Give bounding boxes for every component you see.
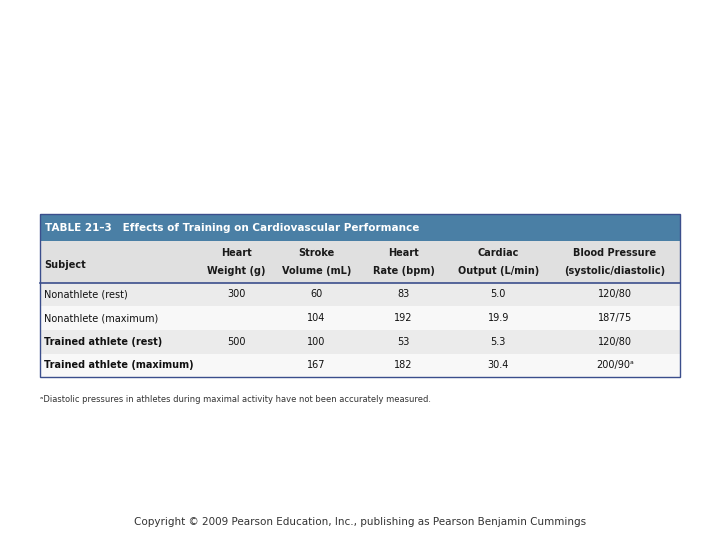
Text: 104: 104	[307, 313, 325, 323]
Text: Rate (bpm): Rate (bpm)	[373, 266, 435, 276]
Text: 182: 182	[395, 360, 413, 370]
Text: Blood Pressure: Blood Pressure	[573, 248, 657, 258]
Text: 83: 83	[397, 289, 410, 299]
FancyBboxPatch shape	[40, 330, 680, 354]
Text: 53: 53	[397, 336, 410, 347]
Text: Volume (mL): Volume (mL)	[282, 266, 351, 276]
Text: 167: 167	[307, 360, 325, 370]
FancyBboxPatch shape	[40, 214, 680, 241]
Text: 300: 300	[227, 289, 246, 299]
Text: 19.9: 19.9	[487, 313, 509, 323]
Text: 192: 192	[395, 313, 413, 323]
FancyBboxPatch shape	[40, 354, 680, 377]
Text: Cardiac: Cardiac	[477, 248, 519, 258]
FancyBboxPatch shape	[40, 306, 680, 330]
FancyBboxPatch shape	[40, 241, 680, 282]
Text: 5.0: 5.0	[490, 289, 506, 299]
Text: 500: 500	[227, 336, 246, 347]
Text: Nonathlete (maximum): Nonathlete (maximum)	[44, 313, 158, 323]
Text: Heart: Heart	[388, 248, 419, 258]
Text: 100: 100	[307, 336, 325, 347]
Text: Nonathlete (rest): Nonathlete (rest)	[44, 289, 127, 299]
Text: 187/75: 187/75	[598, 313, 632, 323]
Text: 200/90ᵃ: 200/90ᵃ	[596, 360, 634, 370]
Text: Stroke: Stroke	[298, 248, 334, 258]
Text: Trained athlete (maximum): Trained athlete (maximum)	[44, 360, 194, 370]
Text: Copyright © 2009 Pearson Education, Inc., publishing as Pearson Benjamin Cumming: Copyright © 2009 Pearson Education, Inc.…	[134, 517, 586, 527]
Text: TABLE 21–3   Effects of Training on Cardiovascular Performance: TABLE 21–3 Effects of Training on Cardio…	[45, 222, 420, 233]
Text: 5.3: 5.3	[490, 336, 506, 347]
Text: 120/80: 120/80	[598, 289, 632, 299]
Text: Heart: Heart	[221, 248, 251, 258]
Text: Trained athlete (rest): Trained athlete (rest)	[44, 336, 162, 347]
Text: Subject: Subject	[44, 260, 86, 270]
Text: 30.4: 30.4	[487, 360, 509, 370]
FancyBboxPatch shape	[40, 282, 680, 306]
Text: Output (L/min): Output (L/min)	[458, 266, 539, 276]
Text: (systolic/diastolic): (systolic/diastolic)	[564, 266, 665, 276]
Text: 120/80: 120/80	[598, 336, 632, 347]
Text: 60: 60	[310, 289, 323, 299]
Text: Cardiovascular Adaptation: Cardiovascular Adaptation	[110, 33, 610, 66]
Text: Weight (g): Weight (g)	[207, 266, 266, 276]
Text: ᵃDiastolic pressures in athletes during maximal activity have not been accuratel: ᵃDiastolic pressures in athletes during …	[40, 395, 431, 404]
